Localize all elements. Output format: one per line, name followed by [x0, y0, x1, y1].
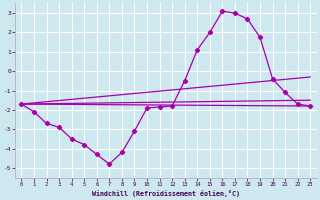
X-axis label: Windchill (Refroidissement éolien,°C): Windchill (Refroidissement éolien,°C)	[92, 190, 240, 197]
